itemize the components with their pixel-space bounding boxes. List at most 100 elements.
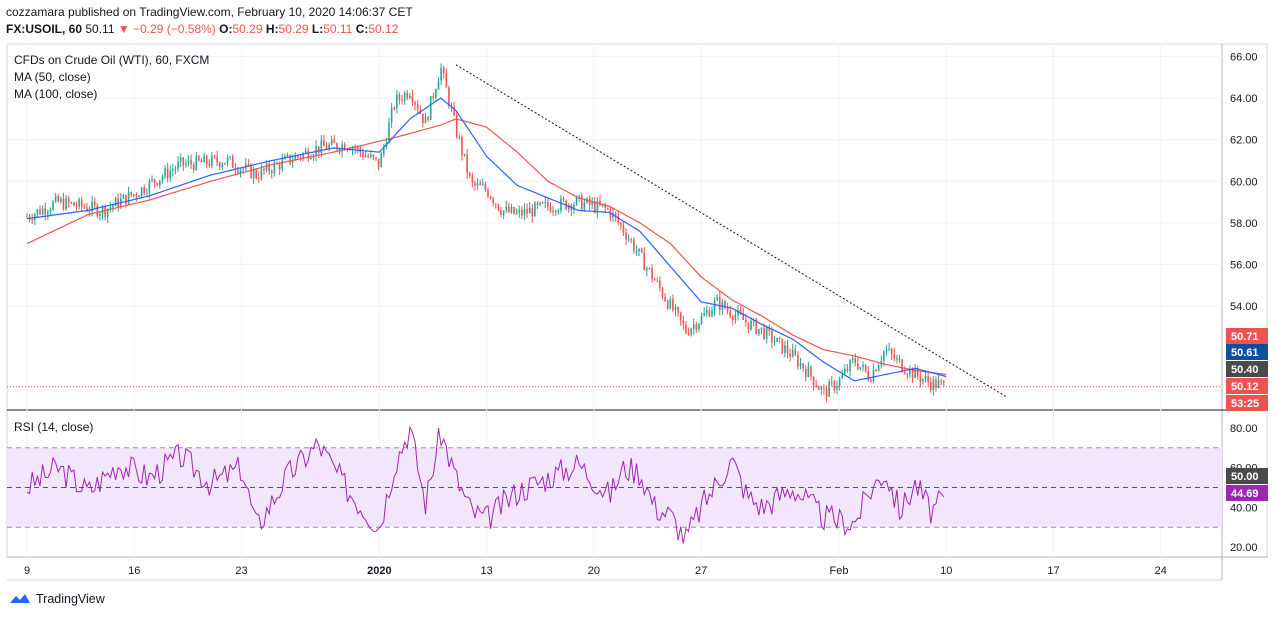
candle-body (380, 153, 383, 168)
candle-body (286, 154, 289, 157)
x-tick-label: 13 (480, 565, 492, 577)
ma100-line (26, 118, 947, 375)
candle-body (112, 205, 114, 208)
candle-body (187, 160, 190, 164)
candle-body (372, 154, 375, 158)
candle-body (651, 268, 653, 280)
candle-body (940, 380, 942, 382)
candle-body (44, 208, 47, 215)
candle-body (935, 379, 937, 388)
candle-body (544, 201, 547, 204)
x-tick-label: 24 (1155, 565, 1167, 577)
candle-body (513, 206, 515, 214)
candle-body (765, 327, 768, 339)
candle-body (125, 194, 127, 205)
candle-body (825, 388, 828, 397)
price-label-box (1226, 328, 1268, 344)
candle-body (294, 155, 297, 161)
candle-body (198, 156, 200, 161)
candle-body (231, 156, 234, 168)
price-label-box (1226, 378, 1268, 394)
candle-body (627, 239, 630, 241)
candle-body (929, 381, 932, 390)
candle-body (557, 210, 560, 213)
candle-body (328, 144, 330, 150)
candle-body (810, 366, 812, 377)
candle-body (708, 310, 711, 317)
candle-body (263, 168, 265, 171)
price-tick-label: 58.00 (1230, 218, 1258, 230)
candle-body (239, 169, 242, 173)
candle-body (698, 323, 700, 330)
candle-body (846, 369, 849, 372)
candle-body (539, 202, 541, 205)
ma50-legend[interactable]: MA (50, close) (14, 70, 91, 84)
candle-body (414, 102, 416, 105)
candle-body (250, 164, 252, 179)
candle-body (151, 179, 153, 181)
candle-body (106, 208, 109, 217)
rsi-band (7, 447, 1222, 528)
candle-body (830, 381, 833, 383)
candle-body (362, 152, 364, 158)
candle-body (416, 104, 419, 111)
candle-body (560, 198, 562, 211)
candle-body (200, 160, 203, 163)
candle-body (758, 328, 760, 334)
close-label: C: (355, 22, 369, 36)
candle-body (221, 164, 224, 168)
ma100-legend[interactable]: MA (100, close) (14, 87, 98, 101)
candle-body (505, 206, 508, 211)
tradingview-logo[interactable]: TradingView (8, 591, 105, 607)
candle-body (851, 358, 854, 360)
candle-body (604, 204, 606, 209)
candle-body (65, 197, 67, 210)
candle-body (424, 117, 427, 124)
price-label-text: 50.40 (1231, 364, 1259, 376)
candle-body (580, 195, 583, 210)
candle-body (156, 182, 159, 186)
candle-body (745, 319, 747, 323)
candle-body (541, 202, 544, 204)
candle-body (739, 310, 742, 314)
candle-body (60, 198, 62, 202)
candle-body (333, 139, 336, 144)
candle-body (208, 163, 211, 166)
candle-body (768, 327, 771, 331)
candle-body (502, 210, 505, 216)
candle-body (273, 163, 276, 174)
candle-body (86, 207, 88, 212)
x-tick-label: 10 (940, 565, 952, 577)
candle-body (536, 202, 539, 205)
price-labels: 50.71 50.61 50.40 50.12 53:25 50.00 44.69 (1226, 328, 1268, 501)
candle-body (836, 385, 838, 390)
ma50-line (26, 97, 947, 382)
candle-body (625, 232, 627, 240)
candle-body (299, 156, 302, 158)
candle-body (73, 202, 75, 206)
candle-body (789, 353, 791, 358)
candle-body (169, 170, 172, 179)
candle-body (841, 374, 844, 379)
candle-body (588, 198, 591, 205)
rsi-tick-label: 20.00 (1230, 542, 1258, 554)
candle-body (760, 327, 763, 329)
price-change: ▼ −0.29 (−0.58%) (117, 22, 216, 36)
candle-body (351, 147, 354, 151)
price-label-box (1226, 361, 1268, 377)
symbol-label[interactable]: FX:USOIL, 60 (6, 22, 83, 36)
candle-body (185, 163, 187, 166)
price-tick-label: 66.00 (1230, 51, 1258, 63)
candle-body (849, 359, 851, 372)
candle-body (692, 324, 695, 329)
price-label-text: 53:25 (1231, 398, 1259, 410)
candle-body (888, 348, 890, 350)
candle-body (375, 157, 377, 159)
rsi-legend[interactable]: RSI (14, close) (14, 420, 94, 434)
chart-title[interactable]: CFDs on Crude Oil (WTI), 60, FXCM (14, 53, 210, 67)
candle-body (252, 170, 255, 179)
candle-body (593, 201, 596, 213)
candle-body (690, 328, 692, 335)
candle-body (682, 320, 685, 325)
